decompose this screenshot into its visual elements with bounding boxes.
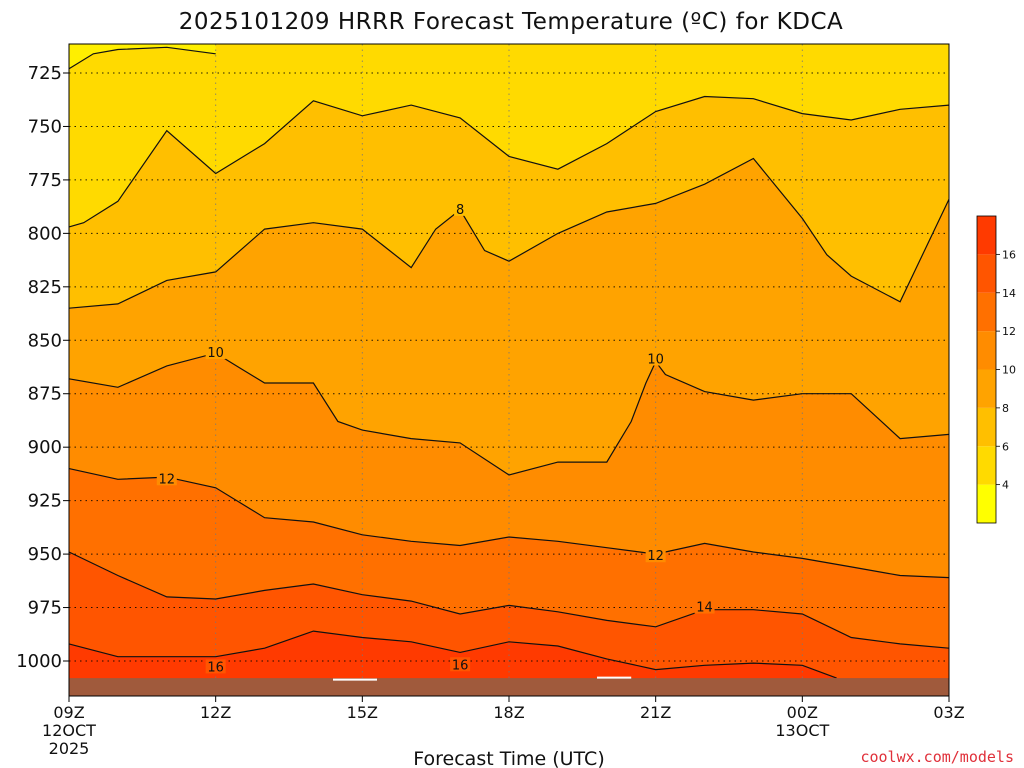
y-tick-label: 850 [28,330,62,351]
colorbar-swatch [977,292,996,332]
colorbar-swatch [977,369,996,408]
colorbar-tick-label: 8 [1002,402,1009,415]
isotherm-6-1 [68,95,950,228]
contour-label-bg [454,201,467,216]
x-tick-date: 2025 [49,739,90,758]
y-tick-label: 775 [28,170,62,191]
chart-title: 2025101209 HRRR Forecast Temperature (ºC… [179,9,844,35]
y-tick-label: 750 [28,116,62,137]
contour-label: 16 [452,658,469,673]
contour-label: 10 [647,353,664,368]
y-tick-label: 975 [28,598,62,619]
colorbar-tick-label: 4 [1002,479,1009,492]
contour-label-bg [645,548,666,563]
colorbar-legend: 4 6 8 10 12 14 16 [976,215,1016,524]
x-tick-label: 21Z [640,703,671,722]
x-tick-label: 15Z [347,703,378,722]
colorbar-swatch [977,216,996,255]
x-tick-date: 12OCT [42,721,96,740]
contour-label: 10 [207,346,224,361]
band-fill-6 [69,44,949,227]
isotherm-10-3 [68,352,950,476]
x-axis-label: Forecast Time (UTC) [413,748,604,768]
colorbar-swatch [977,254,996,293]
contour-label-bg [205,659,226,674]
isotherm-16-6 [68,630,837,679]
x-tick-label: 03Z [933,703,964,722]
band-fill-4 [69,44,216,69]
colorbar-tick-label: 14 [1002,287,1016,300]
x-tick-date: 13OCT [775,721,829,740]
contour-label-bg [645,351,666,366]
y-tick-label: 800 [28,223,62,244]
y-tick-label: 825 [28,277,62,298]
colorbar-tick-label: 10 [1002,364,1016,377]
contour-label: 14 [696,601,713,616]
y-tick-label: 925 [28,491,62,512]
contour-label: 12 [647,549,664,564]
colorbar-tick-label: 6 [1002,440,1009,453]
colorbar-swatch [977,331,996,370]
contour-label: 12 [159,472,176,487]
x-tick-label: 00Z [787,703,818,722]
temperature-fill-bands [69,44,949,696]
colorbar-swatch [977,484,996,523]
isotherm-lines [68,46,950,679]
ground-surface-fill [69,678,949,696]
isotherm-8-2 [68,157,950,309]
isotherm-12-4 [68,468,950,579]
isotherm-6-0 [68,46,216,70]
x-tick-label: 18Z [493,703,524,722]
y-tick-label: 725 [28,63,62,84]
contour-label-bg [450,657,471,672]
y-tick-label: 950 [28,544,62,565]
x-tick-label: 09Z [53,703,84,722]
contour-label-bg [156,471,177,486]
colorbar-tick-label: 12 [1002,325,1016,338]
contour-label: 16 [207,660,224,675]
contour-label: 8 [456,203,464,218]
colorbar-tick-label: 16 [1002,248,1016,261]
y-tick-label: 900 [28,437,62,458]
y-tick-label: 1000 [16,651,62,672]
y-tick-label: 875 [28,384,62,405]
isotherm-14-5 [68,551,950,649]
x-tick-label: 12Z [200,703,231,722]
contour-label-bg [694,599,715,614]
credit-link[interactable]: coolwx.com/models [860,748,1014,766]
contour-labels: 8 10 10 12 12 14 16 16 [156,201,715,675]
pressure-axis: 725 750 775 800 825 850 875 900 925 950 975 1000 [16,63,69,672]
contour-label-bg [205,345,226,360]
ground-surface [69,676,949,696]
colorbar-swatch [977,407,996,447]
colorbar-swatch [977,446,996,485]
